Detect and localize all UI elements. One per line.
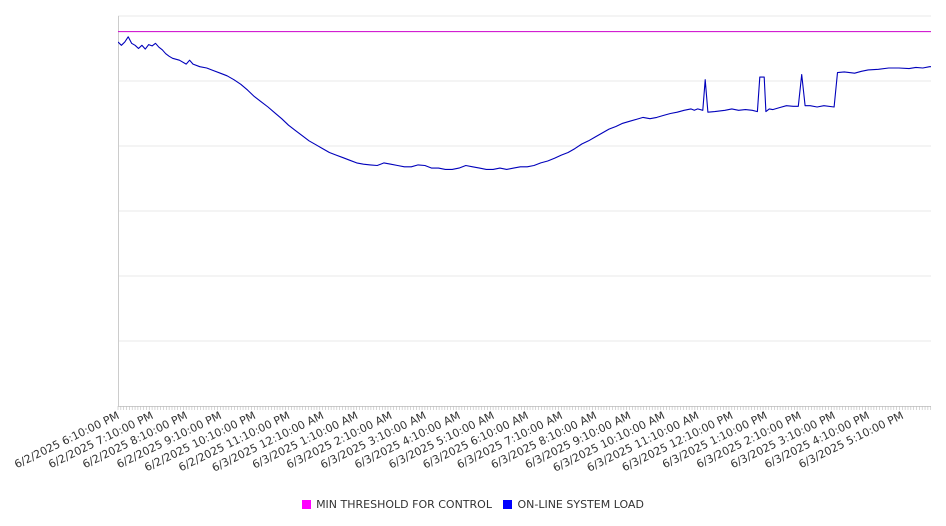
legend: MIN THRESHOLD FOR CONTROL ON-LINE SYSTEM… xyxy=(0,497,946,511)
series-lines xyxy=(118,31,931,170)
x-axis-tick-labels: 6/2/2025 6:10:00 PM6/2/2025 7:10:00 PM6/… xyxy=(12,409,905,475)
legend-label-system-load: ON-LINE SYSTEM LOAD xyxy=(517,497,644,511)
legend-item-system-load[interactable]: ON-LINE SYSTEM LOAD xyxy=(503,497,644,511)
x-axis-ticks xyxy=(117,406,932,410)
grid-lines xyxy=(118,15,931,342)
series-system-load-line xyxy=(118,36,931,170)
legend-swatch-threshold xyxy=(302,499,312,509)
legend-item-threshold[interactable]: MIN THRESHOLD FOR CONTROL xyxy=(302,498,492,511)
legend-swatch-system-load xyxy=(503,499,513,509)
legend-label-threshold: MIN THRESHOLD FOR CONTROL xyxy=(316,497,492,511)
